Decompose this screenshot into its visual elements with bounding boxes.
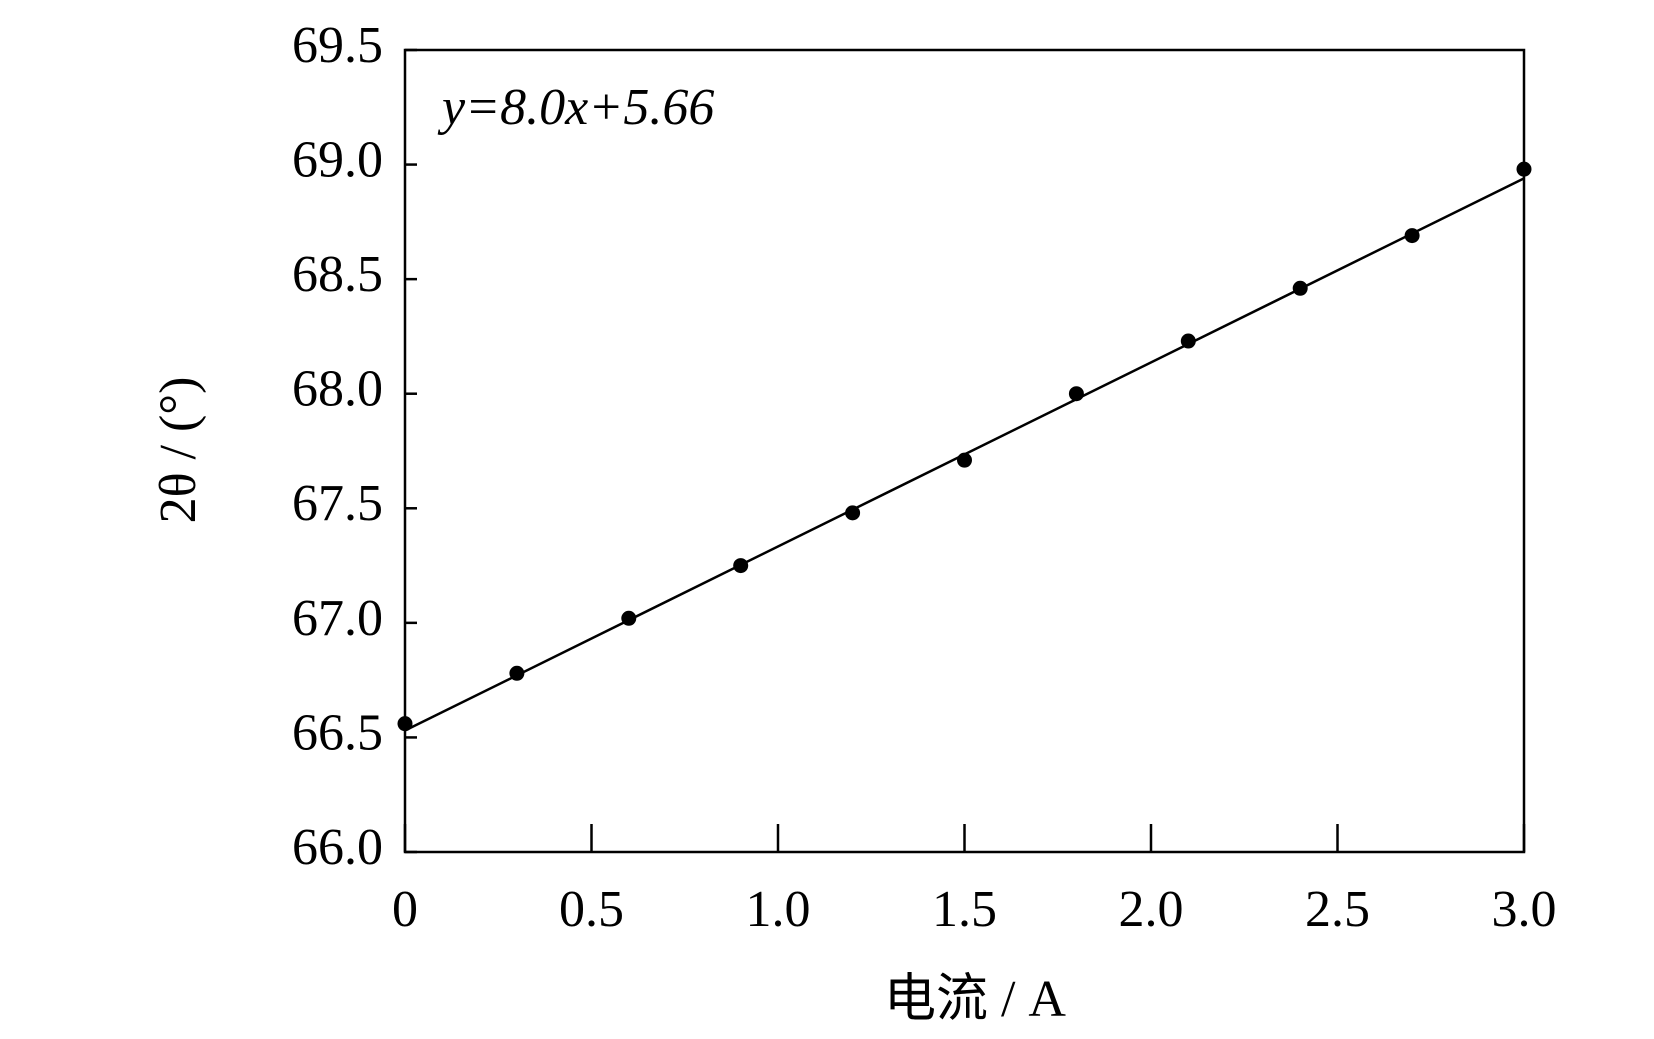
data-point [957,452,972,468]
x-tick-label: 1.0 [746,881,811,938]
data-point [1068,386,1084,402]
y-tick-label: 66.5 [292,704,383,761]
data-point [621,610,637,626]
y-tick-label: 66.0 [292,819,383,876]
x-axis-label: 电流 / A [884,971,1066,1028]
data-point [397,716,413,732]
y-axis-label: 2θ / (°) [150,377,207,524]
y-tick-label: 69.5 [292,17,383,74]
y-tick-label: 67.0 [292,590,383,647]
x-tick-label: 0 [392,881,418,938]
data-point [509,665,525,681]
data-point [1516,161,1532,177]
x-tick-label: 2.0 [1119,881,1184,938]
x-tick-label: 0.5 [559,881,624,938]
data-point [845,505,861,521]
y-tick-label: 69.0 [292,132,383,189]
y-tick-label: 68.5 [292,246,383,303]
x-tick-label: 3.0 [1492,881,1557,938]
x-tick-label: 1.5 [932,881,997,938]
data-point [1180,333,1196,349]
plot-frame [403,48,1526,854]
y-tick-label: 68.0 [292,361,383,418]
data-point [1404,228,1420,244]
data-point [733,558,749,574]
x-tick-label: 2.5 [1305,881,1370,938]
y-tick-label: 67.5 [292,475,383,532]
data-point [1292,280,1308,296]
fit-equation: y=8.0x+5.66 [437,79,714,136]
